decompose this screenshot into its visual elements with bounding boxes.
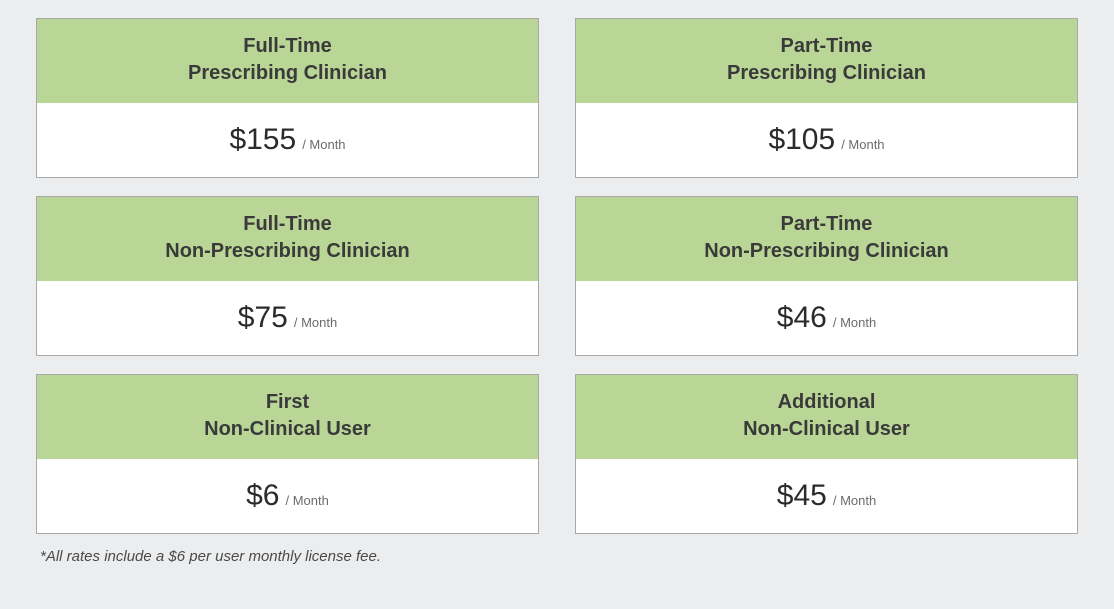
card-header: Part-Time Prescribing Clinician <box>576 19 1077 103</box>
card-header: Additional Non-Clinical User <box>576 375 1077 459</box>
card-header: Full-Time Non-Prescribing Clinician <box>37 197 538 281</box>
price-period: / Month <box>294 315 337 330</box>
price-value: $45 <box>777 479 827 513</box>
card-body: $105 / Month <box>576 103 1077 177</box>
pricing-card-full-time-prescribing: Full-Time Prescribing Clinician $155 / M… <box>36 18 539 178</box>
card-body: $46 / Month <box>576 281 1077 355</box>
price-period: / Month <box>833 315 876 330</box>
card-title-line2: Non-Clinical User <box>47 416 528 443</box>
card-body: $6 / Month <box>37 459 538 533</box>
footnote: *All rates include a $6 per user monthly… <box>36 548 1078 565</box>
price-period: / Month <box>833 493 876 508</box>
card-body: $75 / Month <box>37 281 538 355</box>
price-value: $6 <box>246 479 279 513</box>
card-title-line1: Full-Time <box>47 211 528 238</box>
price-value: $46 <box>777 301 827 335</box>
card-body: $155 / Month <box>37 103 538 177</box>
pricing-card-part-time-non-prescribing: Part-Time Non-Prescribing Clinician $46 … <box>575 196 1078 356</box>
price-period: / Month <box>302 137 345 152</box>
card-title-line1: Part-Time <box>586 211 1067 238</box>
card-header: Part-Time Non-Prescribing Clinician <box>576 197 1077 281</box>
pricing-card-part-time-prescribing: Part-Time Prescribing Clinician $105 / M… <box>575 18 1078 178</box>
price-period: / Month <box>841 137 884 152</box>
card-title-line2: Non-Clinical User <box>586 416 1067 443</box>
pricing-card-full-time-non-prescribing: Full-Time Non-Prescribing Clinician $75 … <box>36 196 539 356</box>
card-title-line2: Prescribing Clinician <box>586 60 1067 87</box>
pricing-grid: Full-Time Prescribing Clinician $155 / M… <box>36 18 1078 534</box>
card-header: First Non-Clinical User <box>37 375 538 459</box>
price-value: $75 <box>238 301 288 335</box>
card-title-line1: First <box>47 389 528 416</box>
card-title-line1: Additional <box>586 389 1067 416</box>
card-title-line2: Non-Prescribing Clinician <box>47 238 528 265</box>
price-value: $105 <box>768 123 835 157</box>
card-title-line1: Part-Time <box>586 33 1067 60</box>
card-title-line2: Non-Prescribing Clinician <box>586 238 1067 265</box>
pricing-card-first-non-clinical: First Non-Clinical User $6 / Month <box>36 374 539 534</box>
pricing-card-additional-non-clinical: Additional Non-Clinical User $45 / Month <box>575 374 1078 534</box>
price-value: $155 <box>229 123 296 157</box>
card-title-line2: Prescribing Clinician <box>47 60 528 87</box>
card-header: Full-Time Prescribing Clinician <box>37 19 538 103</box>
price-period: / Month <box>286 493 329 508</box>
card-body: $45 / Month <box>576 459 1077 533</box>
card-title-line1: Full-Time <box>47 33 528 60</box>
